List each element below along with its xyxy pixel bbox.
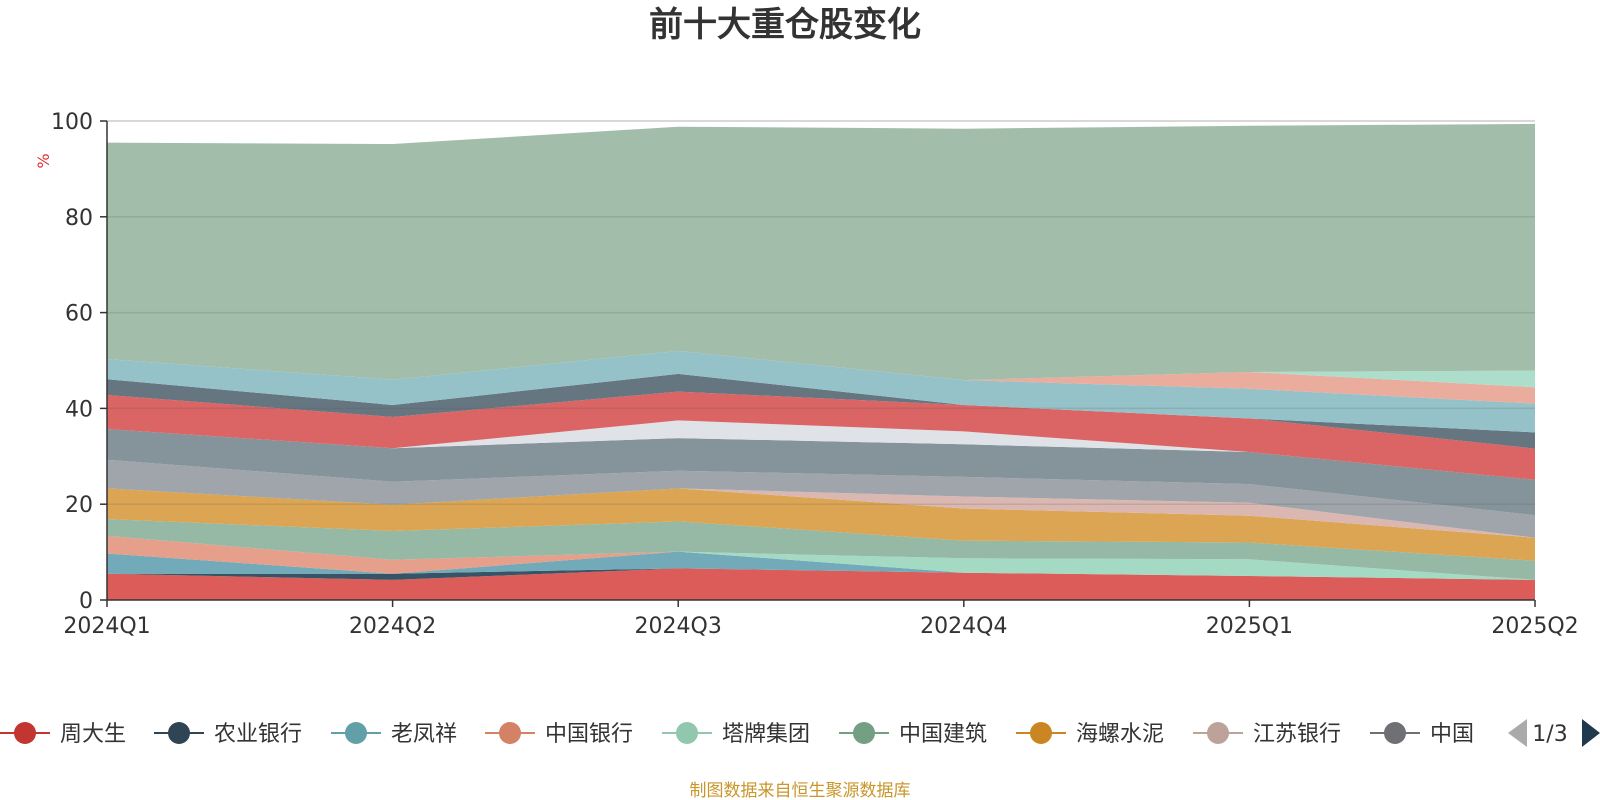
legend-marker-icon — [499, 722, 521, 744]
area-series-group — [107, 123, 1535, 600]
y-tick-label: 40 — [65, 397, 93, 422]
legend-label: 中国建筑 — [899, 722, 987, 747]
legend-marker-icon — [1030, 722, 1052, 744]
legend-marker-icon — [1207, 722, 1229, 744]
area-series-10 — [107, 420, 1535, 480]
x-tick-label: 2024Q3 — [635, 614, 722, 639]
y-tick-label: 0 — [79, 589, 93, 614]
legend-marker-icon — [14, 722, 36, 744]
area-series-13 — [107, 350, 1535, 433]
legend-marker-icon — [676, 722, 698, 744]
y-tick-label: 80 — [65, 206, 93, 231]
y-tick-label: 60 — [65, 302, 93, 327]
y-tick-label: 100 — [51, 110, 93, 135]
axes: 0 20 40 60 80 100 2024Q1 2024Q2 2024Q3 2024Q4 2025… — [51, 110, 1579, 639]
legend-label: 塔牌集团 — [722, 722, 810, 747]
legend-label: 江苏银行 — [1253, 722, 1341, 747]
chart-title: 前十大重仓股变化 — [649, 5, 921, 45]
legend-marker-icon — [1384, 722, 1406, 744]
legend-item[interactable]: 农业银行 — [154, 722, 302, 747]
legend-label: 中国 — [1430, 722, 1474, 747]
area-series-2 — [107, 551, 1535, 580]
y-tick-label: 20 — [65, 493, 93, 518]
legend-item[interactable]: 中国 — [1370, 722, 1474, 747]
area-series-8 — [107, 459, 1535, 538]
legend-label: 农业银行 — [214, 722, 302, 747]
area-series-5 — [107, 519, 1535, 580]
x-tick-label: 2024Q1 — [63, 614, 150, 639]
area-series-1 — [107, 568, 1535, 580]
legend-marker-icon — [345, 722, 367, 744]
legend-item[interactable]: 周大生 — [0, 722, 126, 747]
legend-pager[interactable]: 1/3 — [1508, 719, 1600, 747]
area-series-6 — [107, 488, 1535, 561]
legend-item[interactable]: 中国银行 — [485, 722, 633, 747]
area-series-11 — [107, 391, 1535, 480]
grid-lines — [107, 120, 1535, 505]
pager-next-icon[interactable] — [1582, 719, 1600, 747]
legend-marker-icon — [168, 722, 190, 744]
area-series-16 — [107, 123, 1535, 381]
legend[interactable]: 周大生 农业银行 老凤祥 中国银行 塔牌集团 中国建筑 海螺水泥 江苏银行 中国 — [0, 722, 1474, 747]
legend-item[interactable]: 中国建筑 — [839, 722, 987, 747]
legend-item[interactable]: 江苏银行 — [1193, 722, 1341, 747]
legend-label: 老凤祥 — [391, 722, 457, 747]
legend-item[interactable]: 老凤祥 — [331, 722, 457, 747]
legend-item[interactable]: 塔牌集团 — [662, 722, 810, 747]
area-series-9 — [107, 429, 1535, 516]
legend-marker-icon — [853, 722, 875, 744]
legend-label: 周大生 — [60, 722, 126, 747]
legend-label: 海螺水泥 — [1076, 722, 1164, 747]
x-tick-label: 2025Q2 — [1491, 614, 1578, 639]
area-series-7 — [107, 488, 1535, 538]
legend-label: 中国银行 — [545, 722, 633, 747]
legend-item[interactable]: 海螺水泥 — [1016, 722, 1164, 747]
x-tick-label: 2025Q1 — [1206, 614, 1293, 639]
pager-prev-icon[interactable] — [1508, 719, 1527, 747]
area-series-4 — [107, 535, 1535, 580]
source-note: 制图数据来自恒生聚源数据库 — [690, 781, 911, 800]
y-unit-label: % — [34, 153, 53, 168]
x-tick-label: 2024Q2 — [349, 614, 436, 639]
area-series-0 — [107, 568, 1535, 600]
pager-page-text: 1/3 — [1532, 722, 1567, 747]
area-series-14 — [107, 350, 1535, 404]
area-series-12 — [107, 373, 1535, 449]
x-tick-label: 2024Q4 — [920, 614, 1007, 639]
